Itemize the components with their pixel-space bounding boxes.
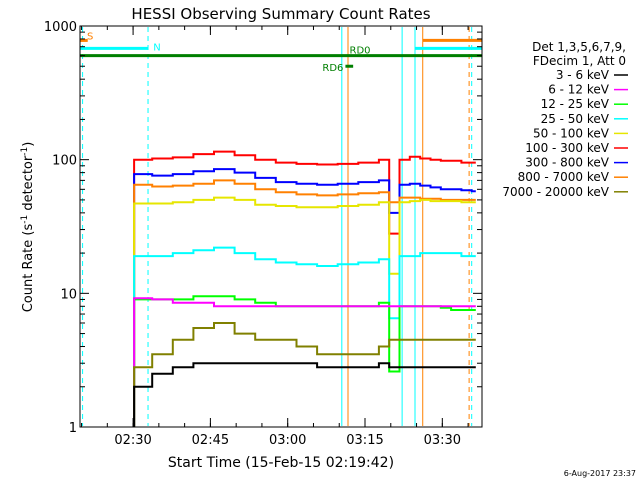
legend-entry-label: 300 - 800 keV: [525, 156, 609, 170]
x-axis-label: Start Time (15-Feb-15 02:19:42): [168, 455, 394, 471]
x-tick-label: 02:30: [114, 433, 151, 448]
x-tick-label: 03:15: [346, 433, 383, 448]
state-bar-label: S: [87, 31, 93, 42]
y-axis-label: Count Rate (s-1 detector-1): [20, 142, 36, 313]
x-tick-label: 02:45: [192, 433, 229, 448]
x-axis: 02:30 02:45 03:00 03:15 03:30: [81, 26, 469, 448]
series-line: [133, 168, 476, 427]
legend-entry-label: 100 - 300 keV: [525, 141, 609, 155]
legend-entry-label: 800 - 7000 keV: [518, 170, 610, 184]
legend-header-line2: FDecim 1, Att 0: [533, 54, 626, 68]
y-axis-label-sup2: -1: [20, 147, 30, 156]
x-tick-label: 03:30: [424, 433, 461, 448]
legend-entry-label: 50 - 100 keV: [533, 126, 610, 140]
y-tick-label: 10: [60, 287, 77, 302]
x-tick-label: 03:00: [269, 433, 306, 448]
plot-frame: [79, 25, 483, 428]
y-axis: 1 10 100 1000: [44, 20, 482, 436]
series-line: [133, 179, 476, 427]
y-tick-label: 100: [52, 154, 77, 169]
series-line: [133, 322, 476, 427]
vertical-markers: [82, 27, 473, 426]
legend: Det 1,3,5,6,7,9, FDecim 1, Att 0 3 - 6 k…: [502, 40, 628, 199]
state-bar-label: N: [153, 42, 160, 53]
y-axis-label-part2: detector: [21, 155, 36, 215]
series-line: [133, 196, 476, 427]
y-axis-label-part3: ): [21, 142, 36, 147]
y-tick-label: 1000: [44, 20, 77, 35]
y-axis-label-sup1: -1: [20, 215, 30, 224]
series-line: [133, 362, 476, 427]
legend-entry-label: 12 - 25 keV: [541, 97, 610, 111]
legend-entry-label: 7000 - 20000 keV: [502, 185, 609, 199]
state-bar-label: RD0: [350, 46, 371, 57]
y-axis-label-part1: Count Rate (s: [21, 224, 36, 313]
legend-entry-label: 3 - 6 keV: [556, 68, 610, 82]
state-bar-label: RD6: [322, 63, 343, 74]
series-line: [133, 150, 476, 427]
chart-title: HESSI Observing Summary Count Rates: [131, 5, 430, 23]
state-bars: S N RD0 RD6: [80, 31, 482, 74]
legend-header-line1: Det 1,3,5,6,7,9,: [532, 40, 626, 54]
legend-entry-label: 6 - 12 keV: [548, 83, 610, 97]
series-layer: [133, 150, 476, 427]
y-tick-label: 1: [69, 421, 77, 436]
series-line: [133, 297, 476, 427]
legend-entry-label: 25 - 50 keV: [541, 112, 610, 126]
series-line: [133, 246, 476, 427]
footer-date: 6-Aug-2017 23:37: [564, 469, 636, 478]
